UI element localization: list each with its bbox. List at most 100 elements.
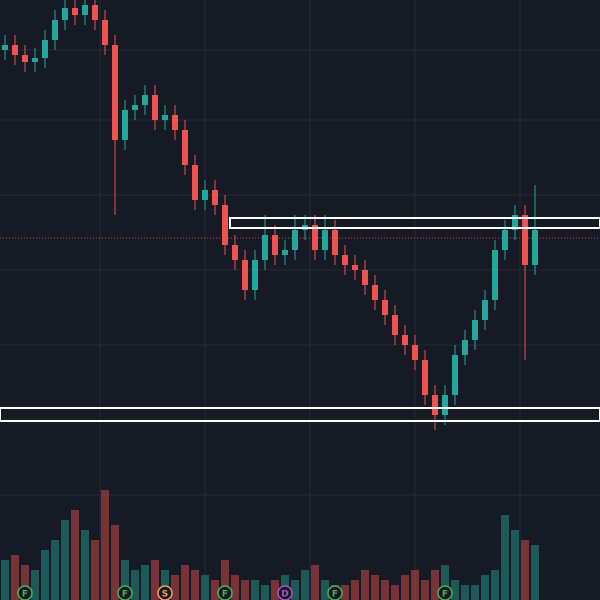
volume-bar (1, 560, 9, 600)
candle-body (322, 230, 328, 250)
candle-body (472, 320, 478, 340)
candle-body (262, 235, 268, 260)
volume-bar (481, 575, 489, 600)
volume-bar (461, 585, 469, 600)
volume-bar (171, 575, 179, 600)
candle-body (62, 8, 68, 20)
candle-body (332, 230, 338, 255)
volume-bar (221, 560, 229, 600)
event-label: F (332, 590, 338, 600)
volume-bar (301, 570, 309, 600)
candle-body (352, 265, 358, 270)
volume-bar (181, 565, 189, 600)
candle-body (522, 215, 528, 265)
volume-bar (241, 580, 249, 600)
volume-bar (261, 585, 269, 600)
candle-body (452, 355, 458, 395)
candle-body (82, 5, 88, 15)
candle-body (422, 360, 428, 395)
volume-bar (61, 520, 69, 600)
candle-body (492, 250, 498, 300)
candle-body (442, 395, 448, 415)
candle-body (22, 55, 28, 62)
volume-bar (121, 560, 129, 600)
candle-body (402, 335, 408, 345)
volume-bar (101, 490, 109, 600)
volume-bar (131, 570, 139, 600)
volume-bar (531, 545, 539, 600)
event-label: D (281, 590, 288, 600)
candle-body (42, 40, 48, 58)
candle-body (182, 130, 188, 165)
candle-body (392, 315, 398, 335)
volume-bar (51, 540, 59, 600)
volume-bar (521, 540, 529, 600)
candle-body (52, 20, 58, 40)
volume-bar (71, 510, 79, 600)
candle-body (112, 45, 118, 140)
volume-bar (271, 580, 279, 600)
volume-bar (311, 565, 319, 600)
volume-bar (161, 570, 169, 600)
volume-bar (431, 570, 439, 600)
volume-bar (371, 575, 379, 600)
event-label: F (122, 590, 128, 600)
candle-body (372, 285, 378, 300)
candle-body (282, 250, 288, 255)
zone (229, 217, 600, 229)
volume-bar (201, 575, 209, 600)
volume-bar (381, 580, 389, 600)
candle-body (172, 115, 178, 130)
volume-bar (151, 560, 159, 600)
candle-body (12, 45, 18, 55)
volume-bar (511, 530, 519, 600)
candle-body (412, 345, 418, 360)
volume-bar (321, 580, 329, 600)
event-marker (157, 585, 173, 600)
volume-bar (441, 565, 449, 600)
volume-bar (401, 575, 409, 600)
volume-bar (351, 580, 359, 600)
zone (0, 407, 600, 422)
candle-body (432, 395, 438, 415)
candle-body (212, 190, 218, 205)
candle-body (72, 8, 78, 15)
candle-body (382, 300, 388, 315)
volume-bar (291, 580, 299, 600)
volume-bar (111, 525, 119, 600)
event-label: F (442, 590, 448, 600)
volume-bar (31, 570, 39, 600)
candle-body (2, 45, 8, 50)
event-marker (437, 585, 453, 600)
event-marker (117, 585, 133, 600)
volume-bar (361, 570, 369, 600)
candle-body (292, 230, 298, 250)
candle-body (482, 300, 488, 320)
event-label: F (22, 590, 28, 600)
volume-bar (251, 580, 259, 600)
event-marker (217, 585, 233, 600)
candle-body (202, 190, 208, 200)
event-marker (327, 585, 343, 600)
volume-bar (211, 580, 219, 600)
volume-bar (41, 550, 49, 600)
volume-bar (341, 585, 349, 600)
candle-body (142, 95, 148, 105)
candle-body (312, 225, 318, 250)
volume-bar (141, 565, 149, 600)
volume-bar (231, 575, 239, 600)
volume-bar (191, 570, 199, 600)
candle-body (222, 205, 228, 245)
candle-body (122, 110, 128, 140)
candle-body (252, 260, 258, 290)
volume-bar (11, 555, 19, 600)
volume-bar (491, 570, 499, 600)
candle-body (162, 115, 168, 120)
volume-bar (421, 580, 429, 600)
candle-body (272, 235, 278, 255)
candle-body (242, 260, 248, 290)
candle-body (342, 255, 348, 265)
event-label: S (162, 590, 168, 600)
